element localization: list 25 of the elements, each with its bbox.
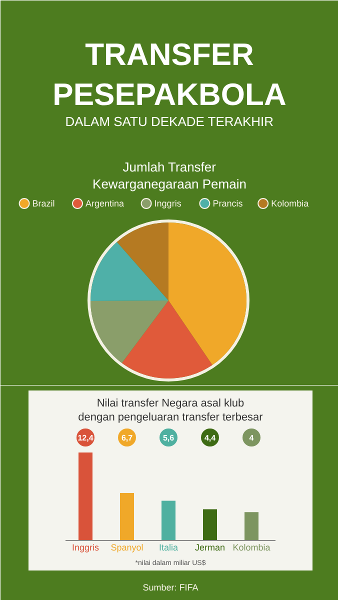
x-tick-label: Jerman: [194, 542, 226, 552]
bar: [120, 492, 134, 540]
bar: [244, 512, 258, 540]
data-label: 12,4: [78, 434, 94, 442]
x-tick-label: Spanyol: [110, 542, 144, 552]
chart-title: Jumlah Transfer Kewarganegaraan Pemain: [92, 159, 246, 192]
legend-label: Prancis: [212, 198, 244, 208]
data-label: 4: [249, 434, 254, 442]
legend-label: Brazil: [32, 198, 55, 208]
text: TRANSFER PESEPAKBOLA: [52, 36, 286, 112]
data-label: 6,7: [121, 434, 134, 442]
data-label: 5,6: [162, 434, 175, 442]
bar: [203, 509, 217, 540]
bar: [78, 452, 92, 540]
chart-title: Nilai transfer Negara asal klub dengan pengeluaran transfer terbesar: [78, 398, 264, 424]
legend-label: Kolombia: [271, 198, 309, 208]
text: Sumber: FIFA: [142, 582, 198, 592]
text: DALAM SATU DEKADE TERAKHIR: [65, 114, 274, 129]
legend-label: Argentina: [86, 198, 124, 208]
legend-label: Inggris: [154, 198, 182, 208]
x-tick-label: Kolombia: [232, 542, 270, 552]
x-tick-label: Italia: [158, 542, 178, 552]
x-tick-label: Inggris: [72, 542, 100, 552]
data-label: 4,4: [204, 434, 216, 442]
bar: [162, 500, 176, 540]
